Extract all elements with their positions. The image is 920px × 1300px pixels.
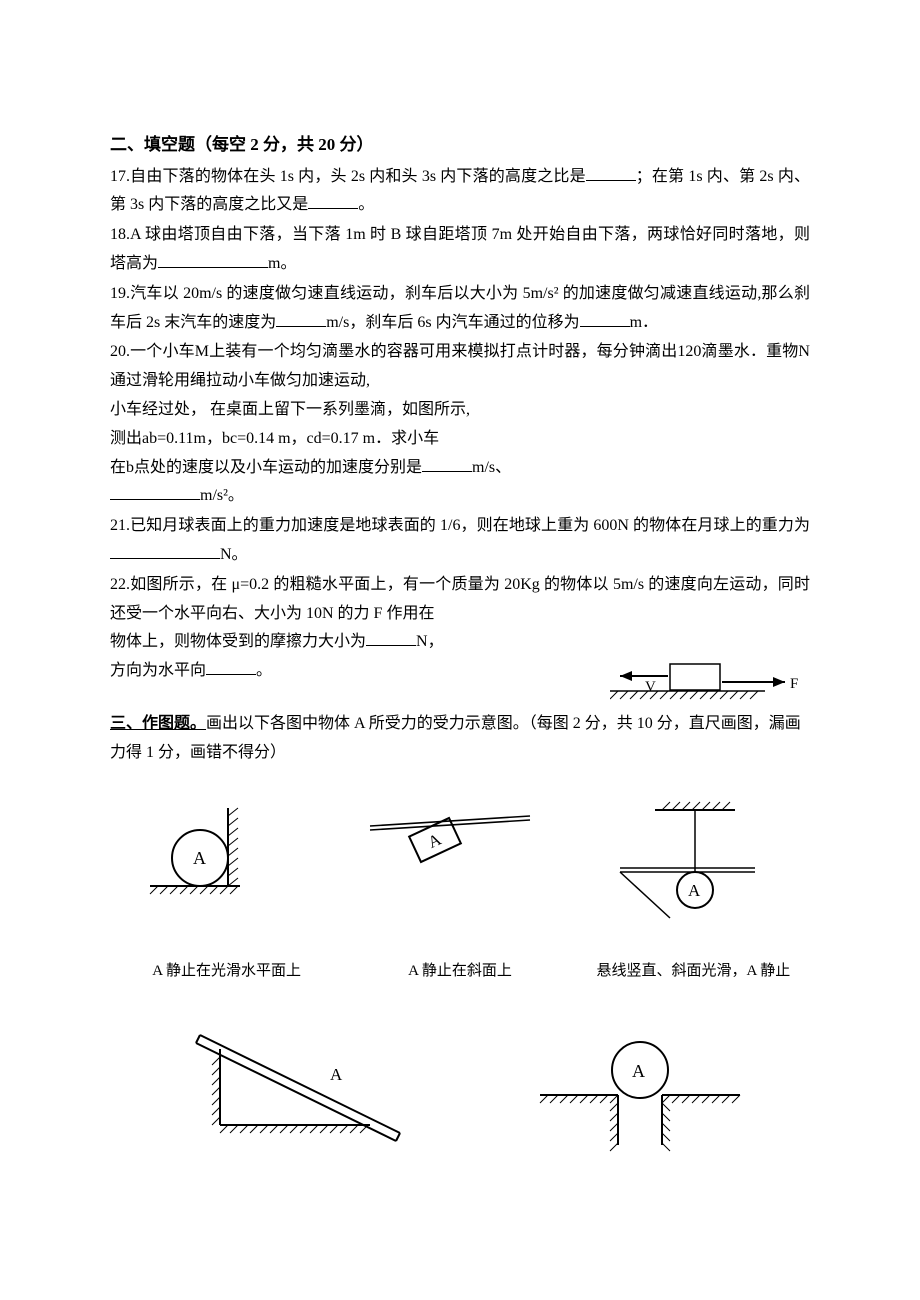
- section2-title: 二、填空题（每空 2 分，共 20 分）: [110, 130, 810, 161]
- q20-l4end: m/s、: [472, 459, 511, 476]
- q20-l5end: m/s²。: [200, 487, 244, 504]
- q19-end: m．: [630, 314, 658, 331]
- q18-end: m。: [268, 255, 296, 272]
- blank: [580, 311, 630, 327]
- q21-pre: 21.已知月球表面上的重力加速度是地球表面的 1/6，则在地球上重为 600N …: [110, 517, 810, 534]
- figure-row-1: A A A: [110, 798, 810, 938]
- q22-figure: V F: [610, 656, 810, 706]
- ball-groove-icon: A: [520, 1015, 760, 1165]
- ball-string-incline-icon: A: [600, 798, 780, 938]
- svg-text:F: F: [790, 676, 798, 692]
- blank: [110, 543, 220, 559]
- ball-wall-floor-icon: A: [140, 798, 300, 918]
- section3-title: 三、作图题。画出以下各图中物体 A 所受力的受力示意图。（每图 2 分，共 10…: [110, 710, 810, 768]
- q22-l1: 22.如图所示，在 μ=0.2 的粗糙水平面上，有一个质量为 20Kg 的物体以…: [110, 571, 810, 629]
- fig5: A: [520, 1015, 760, 1165]
- blank: [586, 165, 636, 181]
- rod-triangle-icon: A: [160, 1015, 420, 1165]
- q17-pre: 17.自由下落的物体在头 1s 内，头 2s 内和头 3s 内下落的高度之比是: [110, 168, 586, 185]
- svg-text:A: A: [193, 848, 206, 868]
- svg-text:A: A: [330, 1065, 343, 1084]
- blank: [276, 311, 326, 327]
- blank: [422, 456, 472, 472]
- fig2: A: [360, 798, 540, 938]
- q19: 19.汽车以 20m/s 的速度做匀速直线运动，刹车后以大小为 5m/s² 的加…: [110, 280, 810, 338]
- q21-end: N。: [220, 546, 248, 563]
- figure-row-2: A A: [110, 1015, 810, 1165]
- q22-l3pre: 方向为水平向: [110, 662, 206, 679]
- fig3: A: [600, 798, 780, 938]
- svg-text:A: A: [425, 829, 445, 852]
- q20: 20.一个小车M上装有一个均匀滴墨水的容器可用来模拟打点计时器，每分钟滴出120…: [110, 338, 810, 511]
- blank: [308, 193, 358, 209]
- cap2: A 静止在斜面上: [343, 958, 576, 985]
- q22: 22.如图所示，在 μ=0.2 的粗糙水平面上，有一个质量为 20Kg 的物体以…: [110, 571, 810, 707]
- block-arrows-icon: V F: [610, 656, 810, 706]
- q21: 21.已知月球表面上的重力加速度是地球表面的 1/6，则在地球上重为 600N …: [110, 512, 810, 570]
- section3-title-rest: 画出以下各图中物体 A 所受力的受力示意图。（每图 2 分，共 10 分，直尺画…: [110, 715, 801, 761]
- svg-text:A: A: [688, 881, 701, 900]
- fig1: A: [140, 798, 300, 938]
- q22-l3end: 。: [256, 662, 272, 679]
- q22-l2end: N，: [416, 633, 444, 650]
- cap3: 悬线竖直、斜面光滑，A 静止: [577, 958, 810, 985]
- q20-l1: 20.一个小车M上装有一个均匀滴墨水的容器可用来模拟打点计时器，每分钟滴出120…: [110, 338, 810, 396]
- q17: 17.自由下落的物体在头 1s 内，头 2s 内和头 3s 内下落的高度之比是；…: [110, 163, 810, 221]
- blank: [158, 252, 268, 268]
- q19-mid: m/s，刹车后 6s 内汽车通过的位移为: [326, 314, 579, 331]
- blank: [206, 659, 256, 675]
- blank: [110, 484, 200, 500]
- section3-title-bold: 三、作图题。: [110, 715, 206, 732]
- q20-l2: 小车经过处， 在桌面上留下一系列墨滴，如图所示,: [110, 396, 810, 425]
- blank: [366, 630, 416, 646]
- fig4: A: [160, 1015, 420, 1165]
- caption-row-1: A 静止在光滑水平面上 A 静止在斜面上 悬线竖直、斜面光滑，A 静止: [110, 958, 810, 985]
- q20-l3: 测出ab=0.11m，bc=0.14 m，cd=0.17 m．求小车: [110, 425, 810, 454]
- q18: 18.A 球由塔顶自由下落，当下落 1m 时 B 球自距塔顶 7m 处开始自由下…: [110, 221, 810, 279]
- q22-l2pre: 物体上，则物体受到的摩擦力大小为: [110, 633, 366, 650]
- q17-end: 。: [358, 196, 374, 213]
- block-incline-icon: A: [360, 798, 540, 898]
- cap1: A 静止在光滑水平面上: [110, 958, 343, 985]
- svg-text:A: A: [632, 1061, 645, 1081]
- q20-l4pre: 在b点处的速度以及小车运动的加速度分别是: [110, 459, 422, 476]
